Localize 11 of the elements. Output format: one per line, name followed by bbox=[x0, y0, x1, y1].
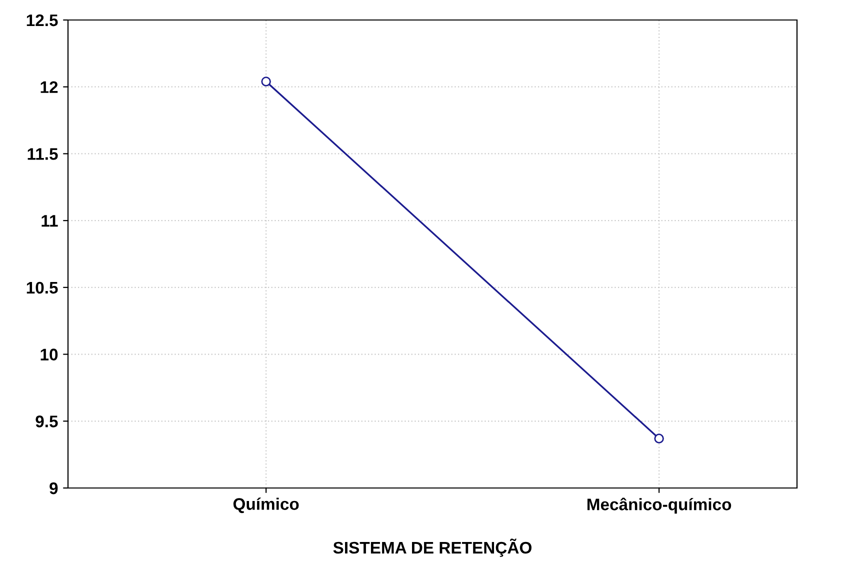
y-tick-label: 12.5 bbox=[26, 14, 58, 26]
y-tick-label: 9.5 bbox=[36, 416, 58, 428]
y-tick-label: 9 bbox=[50, 482, 58, 494]
x-axis-title: SISTEMA DE RETENÇÃO bbox=[333, 538, 532, 557]
y-tick-label: 11 bbox=[42, 215, 58, 227]
y-tick-label: 12 bbox=[40, 81, 58, 93]
y-tick-label: 11.5 bbox=[28, 148, 58, 160]
y-tick-label: 10.5 bbox=[26, 282, 58, 294]
x-tick-label: Mecânico-químico bbox=[587, 498, 732, 514]
x-tick-label: Químico bbox=[233, 498, 299, 514]
y-tick-label: 10 bbox=[40, 348, 58, 360]
